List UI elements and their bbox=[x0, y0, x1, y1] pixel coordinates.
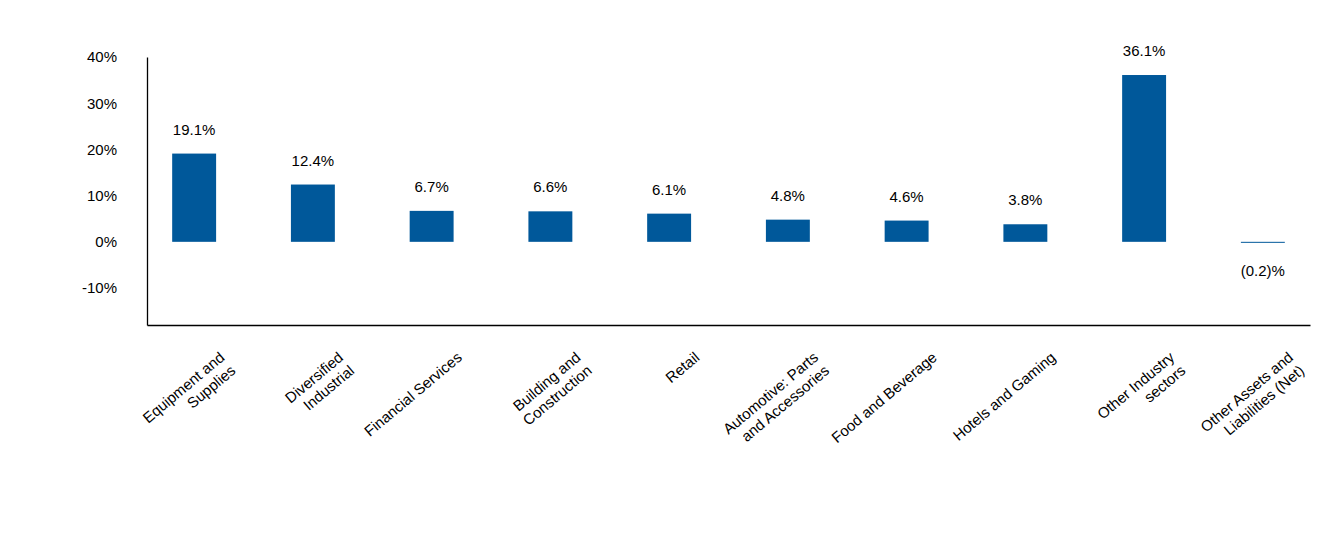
y-tick-label: -10% bbox=[82, 279, 117, 296]
x-tick-label: Automotive: Partsand Accessories bbox=[720, 348, 833, 450]
x-tick: Equipment andSupplies bbox=[139, 325, 238, 439]
x-tick: Retail bbox=[662, 325, 702, 386]
bars bbox=[172, 75, 1285, 243]
x-axis: Equipment andSupplies DiversifiedIndustri… bbox=[139, 325, 1310, 451]
x-tick: DiversifiedIndustrial bbox=[282, 325, 358, 420]
x-tick-label-line: Liabilities (Net) bbox=[1220, 362, 1307, 439]
y-tick: 30% bbox=[87, 95, 147, 112]
bar bbox=[1122, 75, 1166, 242]
x-tick: Food and Beverage bbox=[828, 325, 940, 446]
y-tick: -10% bbox=[82, 279, 147, 296]
x-tick: Other Assets andLiabilities (Net) bbox=[1197, 325, 1307, 449]
bar bbox=[528, 211, 572, 241]
y-tick-label: 20% bbox=[87, 141, 117, 158]
x-tick-label-line: Food and Beverage bbox=[828, 348, 940, 446]
bar bbox=[410, 211, 454, 242]
data-label: 3.8% bbox=[1008, 191, 1042, 208]
y-tick-label: 10% bbox=[87, 187, 117, 204]
y-axis-line bbox=[147, 58, 148, 326]
data-label: 6.1% bbox=[652, 181, 686, 198]
x-tick: Building andConstruction bbox=[508, 325, 595, 429]
y-tick: 10% bbox=[87, 187, 147, 204]
x-tick-label-line: sectors bbox=[1141, 362, 1189, 406]
data-label: 19.1% bbox=[173, 121, 216, 138]
data-label: 4.8% bbox=[771, 187, 805, 204]
bar bbox=[885, 221, 929, 242]
x-tick-label-line: Supplies bbox=[184, 362, 239, 412]
data-label: 36.1% bbox=[1123, 42, 1166, 59]
x-tick-label: DiversifiedIndustrial bbox=[282, 348, 358, 419]
x-tick-label-line: Construction bbox=[519, 362, 594, 429]
data-labels: 19.1% 12.4% 6.7% 6.6% 6.1% 4.8% 4.6% 3.8% 36.1% (… bbox=[173, 42, 1285, 279]
x-tick-label-line: Industrial bbox=[300, 362, 358, 414]
y-tick: 0% bbox=[95, 233, 147, 250]
chart: -10% 0% 10% 20% 30% 40% Equipment andSupplies D… bbox=[0, 0, 1320, 540]
bar bbox=[1241, 242, 1285, 243]
y-tick-label: 30% bbox=[87, 95, 117, 112]
data-label: 6.6% bbox=[533, 178, 567, 195]
x-tick-label: Hotels and Gaming bbox=[949, 348, 1058, 444]
x-tick: Financial Services bbox=[361, 325, 465, 440]
x-tick-label: Food and Beverage bbox=[828, 348, 940, 446]
x-tick: Other Industrysectors bbox=[1094, 325, 1189, 436]
x-tick-label-line: and Accessories bbox=[738, 362, 833, 445]
data-label: (0.2)% bbox=[1241, 262, 1285, 279]
x-tick-label-line: Financial Services bbox=[361, 348, 465, 439]
bar bbox=[766, 220, 810, 242]
y-tick-label: 0% bbox=[95, 233, 117, 250]
x-tick-label: Financial Services bbox=[361, 348, 465, 439]
x-tick-label: Other Industrysectors bbox=[1094, 348, 1189, 436]
bar bbox=[647, 214, 691, 242]
x-tick-label: Building andConstruction bbox=[508, 348, 595, 428]
x-tick-label: Other Assets andLiabilities (Net) bbox=[1197, 348, 1307, 448]
bar bbox=[291, 185, 335, 242]
x-tick: Automotive: Partsand Accessories bbox=[720, 325, 833, 451]
y-tick: 20% bbox=[87, 141, 147, 158]
y-tick-label: 40% bbox=[87, 48, 117, 65]
data-label: 4.6% bbox=[890, 188, 924, 205]
data-label: 12.4% bbox=[292, 152, 335, 169]
bar bbox=[172, 154, 216, 242]
x-tick: Hotels and Gaming bbox=[949, 325, 1058, 444]
data-label: 6.7% bbox=[415, 178, 449, 195]
x-tick-label-line: Retail bbox=[662, 348, 702, 386]
y-axis: -10% 0% 10% 20% 30% 40% bbox=[82, 48, 148, 325]
x-tick-label: Retail bbox=[662, 348, 702, 386]
bar bbox=[1003, 224, 1047, 242]
y-tick: 40% bbox=[87, 48, 147, 65]
x-axis-line bbox=[148, 325, 1311, 326]
x-tick-label-line: Hotels and Gaming bbox=[949, 348, 1058, 444]
x-tick-label: Equipment andSupplies bbox=[139, 348, 238, 439]
